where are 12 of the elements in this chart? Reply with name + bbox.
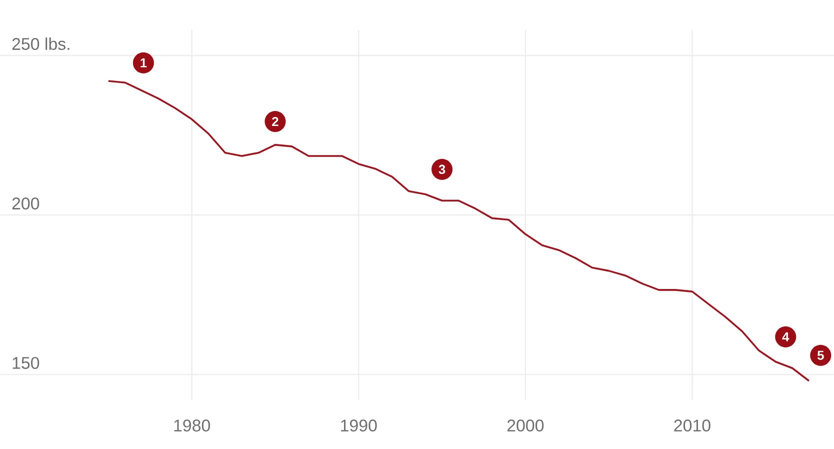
annotation: 3 [438, 164, 446, 174]
x-tick-label: 1990 [341, 420, 377, 432]
y-tick-label: 150 [12, 356, 40, 369]
annotation: 2 [272, 117, 278, 126]
x-tick-label: 2010 [674, 420, 710, 432]
annotation: 5 [817, 350, 824, 360]
y-tick-label: 250 lbs. [12, 38, 70, 50]
x-tick-label: 1980 [174, 420, 210, 432]
y-tick-label: 200 [12, 197, 40, 210]
annotation: 4 [782, 332, 790, 342]
x-tick-label: 2000 [507, 420, 544, 432]
annotation: 1 [140, 58, 147, 68]
